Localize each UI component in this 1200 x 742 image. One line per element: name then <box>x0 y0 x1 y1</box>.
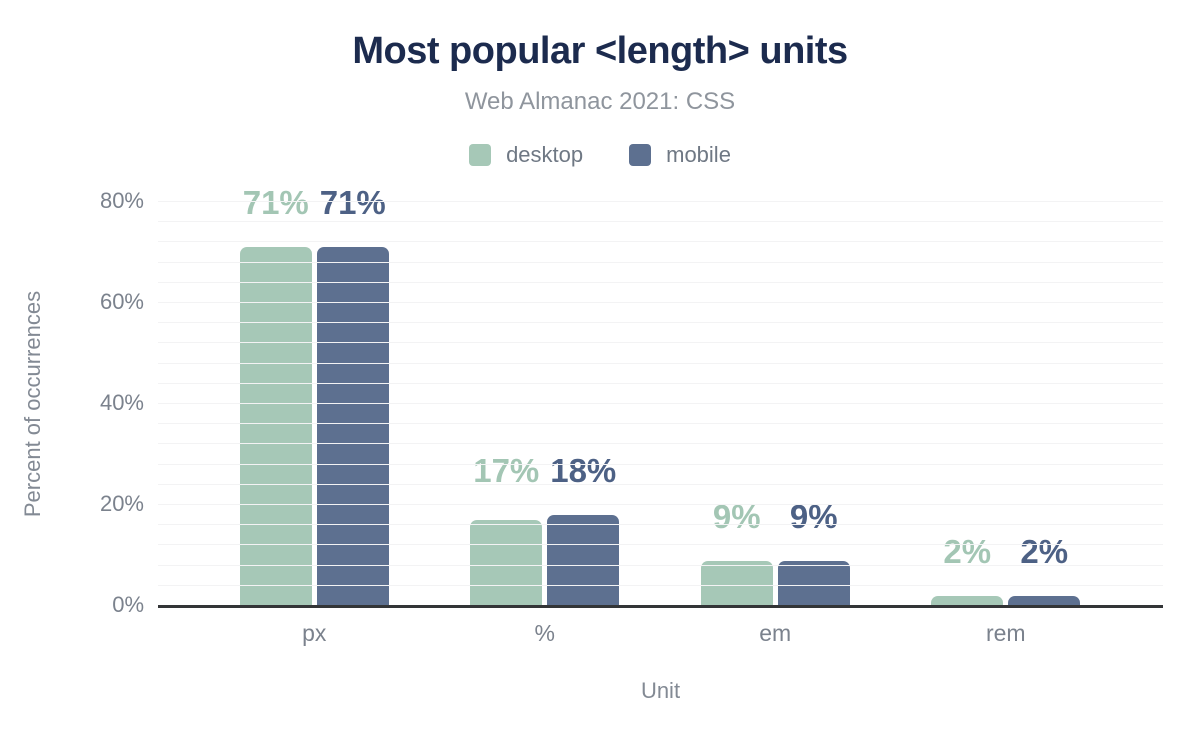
bar-mobile-rem <box>1008 595 1081 606</box>
category-label-em: em <box>759 620 792 646</box>
bar-slot-mobile-rem: 2% <box>1008 202 1081 606</box>
gridline <box>158 443 1163 445</box>
y-tick-label: 20% <box>99 491 144 516</box>
category-label-rem: rem <box>985 620 1026 646</box>
gridline <box>158 463 1163 465</box>
category-band-px: 71% 71% px <box>199 186 430 646</box>
gridline <box>158 241 1163 243</box>
bar-mobile-px <box>316 247 389 606</box>
category-band-rem: 2% 2% rem <box>891 202 1122 646</box>
bar-pair: 2% 2% <box>891 202 1122 606</box>
bar-slot-desktop-%: 17% <box>470 202 543 606</box>
legend: desktop mobile <box>0 142 1200 168</box>
bar-slot-mobile-px: 71% <box>316 186 389 606</box>
bar-value-label-desktop-em: 9% <box>712 497 761 535</box>
bar-value-label-desktop-rem: 2% <box>943 532 992 570</box>
y-tick-label: 0% <box>112 592 144 617</box>
bar-pair: 9% 9% <box>660 202 891 606</box>
gridline <box>158 342 1163 344</box>
category-band-%: 17% 18%% <box>430 202 661 646</box>
chart-subtitle: Web Almanac 2021: CSS <box>464 88 736 115</box>
bar-slot-mobile-em: 9% <box>777 202 850 606</box>
plot-area: Percent of occurrences 71% 71% px 17% 18%% 9%… <box>20 186 1163 646</box>
bar-value-label-mobile-em: 9% <box>789 497 838 535</box>
bar-mobile-% <box>547 515 620 606</box>
legend-item-desktop: desktop <box>469 142 583 168</box>
bar-mobile-em <box>777 560 850 606</box>
bar-value-label-mobile-px: 71% <box>319 184 386 222</box>
gridline <box>158 504 1163 505</box>
bar-pair: 71% 71% <box>199 186 430 606</box>
bar-slot-mobile-%: 18% <box>547 202 620 606</box>
gridline <box>158 362 1163 364</box>
gridline <box>158 483 1163 485</box>
y-tick-label: 60% <box>99 289 144 314</box>
gridline <box>158 261 1163 263</box>
y-axis-title: Percent of occurrences <box>20 290 45 518</box>
bar-value-label-mobile-rem: 2% <box>1020 532 1069 570</box>
bar-slot-desktop-px: 71% <box>239 186 312 606</box>
x-axis-title: Unit <box>640 678 681 703</box>
y-tick-label: 40% <box>99 390 144 415</box>
legend-swatch-mobile <box>629 144 652 166</box>
legend-label: mobile <box>666 142 731 167</box>
category-label-%: % <box>534 620 555 646</box>
bar-desktop-em <box>700 560 773 606</box>
gridline <box>158 221 1163 223</box>
gridline <box>158 564 1163 566</box>
legend-swatch-desktop <box>469 144 492 166</box>
gridline <box>158 524 1163 526</box>
bar-pair: 17% 18% <box>430 202 661 606</box>
bar-value-label-desktop-%: 17% <box>473 452 540 490</box>
gridline <box>158 201 1163 202</box>
x-axis-line <box>158 605 1163 608</box>
legend-label: desktop <box>506 142 584 167</box>
gridline <box>158 382 1163 384</box>
bars-area: 71% 71% px 17% 18%% 9% 9% em 2% 2% rem <box>199 186 1122 646</box>
gridline <box>158 322 1163 324</box>
gridline <box>158 423 1163 425</box>
y-tick-label: 80% <box>99 188 144 213</box>
gridline <box>158 584 1163 586</box>
bar-slot-desktop-rem: 2% <box>931 202 1004 606</box>
gridline <box>158 281 1163 283</box>
bar-slot-desktop-em: 9% <box>700 202 773 606</box>
gridline <box>158 403 1163 404</box>
bar-desktop-rem <box>931 595 1004 606</box>
category-band-em: 9% 9% em <box>660 202 891 646</box>
bar-value-label-mobile-%: 18% <box>550 452 617 490</box>
category-label-px: px <box>302 620 327 646</box>
gridline <box>158 302 1163 303</box>
bar-desktop-% <box>470 520 543 606</box>
chart-title: Most popular <length> units <box>352 30 848 72</box>
bar-value-label-desktop-px: 71% <box>242 184 309 222</box>
bar-desktop-px <box>239 247 312 606</box>
legend-item-mobile: mobile <box>629 142 731 168</box>
gridline <box>158 544 1163 546</box>
